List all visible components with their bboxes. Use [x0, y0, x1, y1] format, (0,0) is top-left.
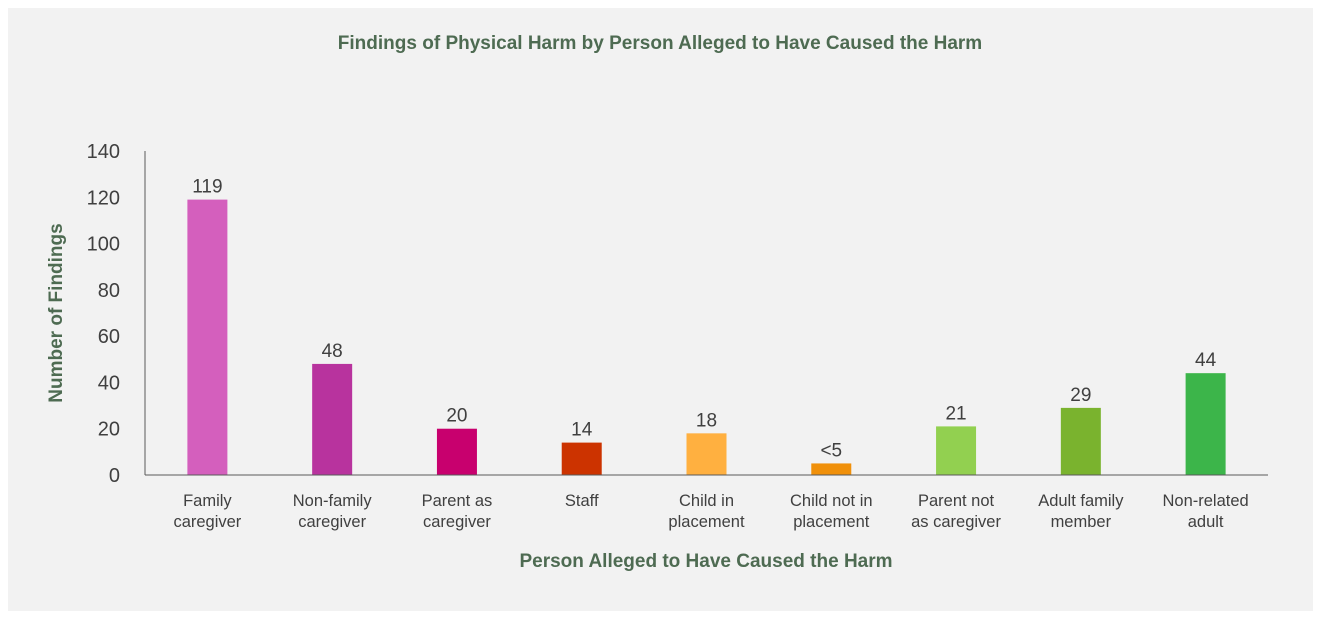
- data-label: <5: [820, 440, 842, 461]
- x-category-label-line: placement: [668, 513, 745, 531]
- bar: [1185, 373, 1226, 475]
- x-category-label-line: caregiver: [423, 513, 491, 531]
- x-category-label: Child in placement: [668, 492, 745, 531]
- y-axis-ticks: 0 20 40 60 80 100 120 140: [87, 141, 120, 487]
- x-category-label-line: caregiver: [173, 513, 241, 531]
- y-tick-label: 20: [98, 419, 120, 441]
- x-axis-title: Person Alleged to Have Caused the Harm: [519, 551, 892, 572]
- x-category-label: Adult family member: [1038, 492, 1124, 531]
- data-label: 21: [945, 403, 966, 424]
- x-category-label-line: Family: [183, 492, 232, 510]
- x-category-label-line: Staff: [565, 492, 599, 510]
- x-category-label-line: caregiver: [298, 513, 366, 531]
- x-category-label-line: Child in: [679, 492, 734, 510]
- y-tick-label: 100: [87, 234, 120, 256]
- data-label: 48: [322, 341, 343, 362]
- x-category-label: Family caregiver: [173, 492, 241, 531]
- x-category-label-line: Parent as: [422, 492, 493, 510]
- y-tick-label: 80: [98, 280, 120, 302]
- y-tick-label: 0: [109, 465, 120, 487]
- data-label: 14: [571, 420, 593, 441]
- x-category-label: Parent as caregiver: [422, 492, 493, 531]
- x-category-label-line: placement: [793, 513, 870, 531]
- data-label: 20: [446, 406, 467, 427]
- bar: [561, 442, 602, 475]
- data-label: 29: [1070, 385, 1091, 406]
- data-label: 18: [696, 410, 717, 431]
- x-category-label-line: Non-family: [293, 492, 373, 510]
- chart-title: Findings of Physical Harm by Person Alle…: [337, 33, 983, 54]
- data-labels: 119 48 20 14 18 <5 21 29 44: [192, 177, 1216, 462]
- bar: [811, 463, 852, 475]
- x-category-label-line: Child not in: [790, 492, 873, 510]
- bar: [312, 363, 353, 475]
- x-category-label: Child not in placement: [790, 492, 873, 531]
- bar: [1060, 407, 1101, 475]
- x-category-label-line: Non-related: [1163, 492, 1249, 510]
- x-category-label: Non-related adult: [1163, 492, 1249, 531]
- data-label: 44: [1195, 350, 1217, 371]
- y-tick-label: 60: [98, 326, 120, 348]
- x-category-label-line: Parent not: [918, 492, 995, 510]
- bars: [187, 199, 1226, 475]
- y-axis-title: Number of Findings: [46, 223, 67, 402]
- data-label: 119: [192, 177, 222, 198]
- x-category-label-line: member: [1051, 513, 1112, 531]
- y-tick-label: 140: [87, 141, 120, 163]
- bar: [436, 428, 477, 475]
- x-category-label: Staff: [565, 492, 599, 510]
- bar: [686, 433, 727, 475]
- bar: [936, 426, 977, 475]
- bar: [187, 199, 228, 475]
- y-tick-label: 120: [87, 187, 120, 209]
- x-category-label-line: Adult family: [1038, 492, 1124, 510]
- x-category-label-line: as caregiver: [911, 513, 1001, 531]
- x-category-label: Non-family caregiver: [293, 492, 373, 531]
- y-tick-label: 40: [98, 372, 120, 394]
- x-category-label: Parent not as caregiver: [911, 492, 1001, 531]
- x-category-label-line: adult: [1188, 513, 1224, 531]
